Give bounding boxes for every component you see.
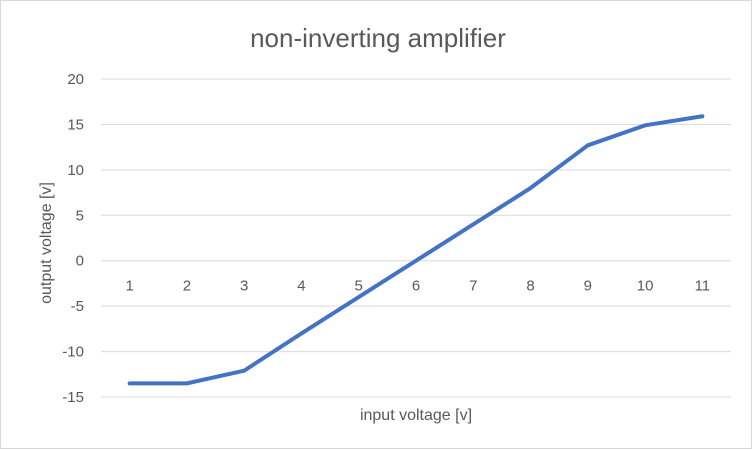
x-tick-label: 4 xyxy=(297,278,305,295)
x-tick-label: 6 xyxy=(412,278,420,295)
y-tick-label: 20 xyxy=(67,71,84,88)
x-tick-label: 8 xyxy=(526,278,534,295)
x-tick-label: 11 xyxy=(695,278,711,295)
x-tick-label: 5 xyxy=(355,278,363,295)
y-tick-label: 10 xyxy=(67,162,84,179)
x-axis-label: input voltage [v] xyxy=(360,407,472,424)
series-group xyxy=(130,116,703,383)
y-tick-labels: 20 15 10 5 0 -5 -10 -15 xyxy=(62,71,84,406)
x-tick-label: 2 xyxy=(183,278,191,295)
y-tick-label: 5 xyxy=(76,207,84,224)
chart-title: non-inverting amplifier xyxy=(250,23,506,53)
y-tick-label: -10 xyxy=(62,344,84,361)
y-tick-label: -5 xyxy=(71,298,84,315)
x-tick-label: 3 xyxy=(240,278,248,295)
x-tick-label: 1 xyxy=(125,278,133,295)
x-tick-label: 10 xyxy=(637,278,654,295)
y-tick-label: -15 xyxy=(62,389,84,406)
x-tick-labels: 1 2 3 4 5 6 7 8 9 10 11 xyxy=(125,278,710,295)
x-tick-label: 7 xyxy=(469,278,477,295)
x-tick-label: 9 xyxy=(584,278,592,295)
y-tick-label: 15 xyxy=(67,116,84,133)
series-line xyxy=(130,116,703,383)
y-axis-label: output voltage [v] xyxy=(38,182,55,304)
y-tick-label: 0 xyxy=(76,253,84,270)
